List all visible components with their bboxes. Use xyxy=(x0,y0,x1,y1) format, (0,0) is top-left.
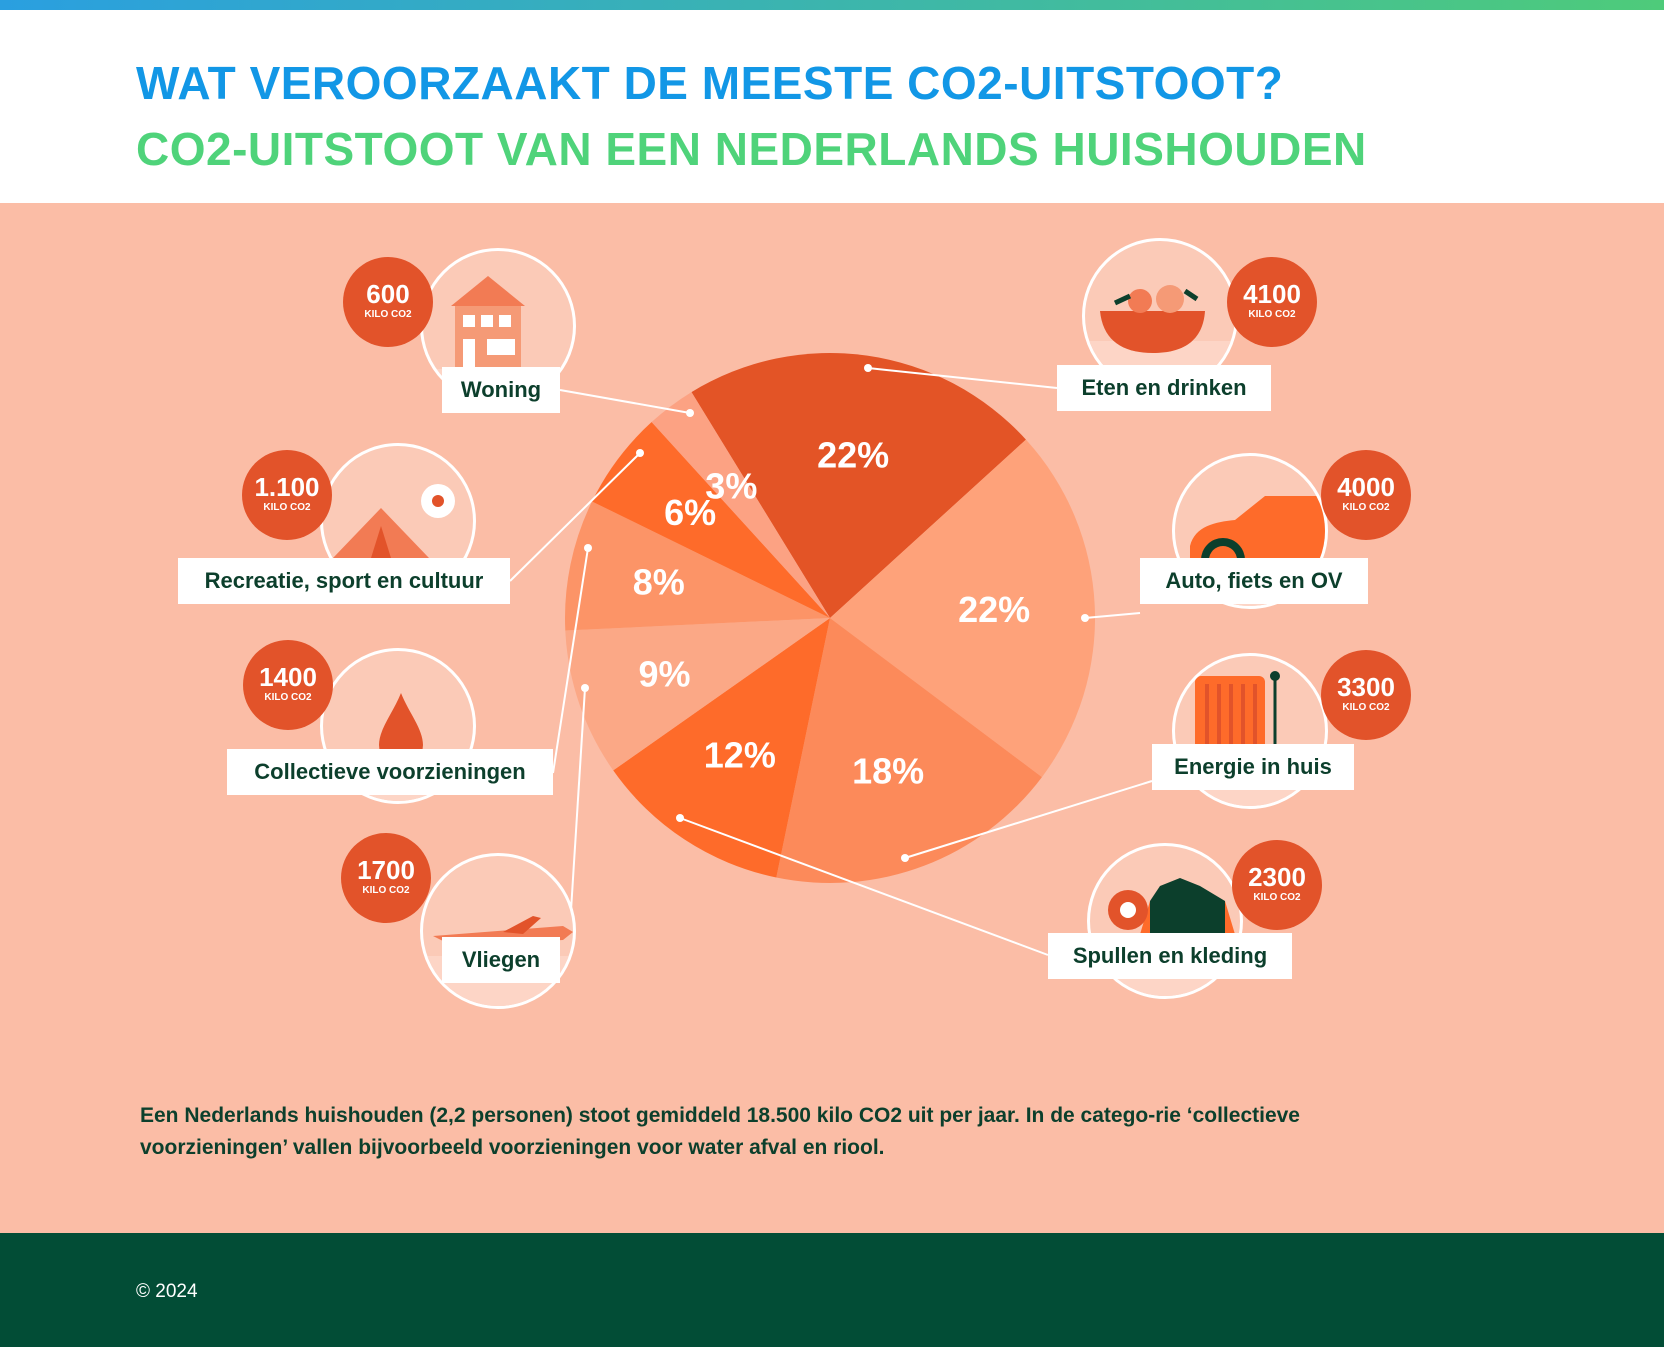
label-auto: Auto, fiets en OV xyxy=(1140,558,1368,604)
badge-auto: 4000 KILO CO2 xyxy=(1321,450,1411,540)
leader-dot-8 xyxy=(686,409,694,417)
leader-dot-4 xyxy=(676,814,684,822)
leader-dot-6 xyxy=(584,544,592,552)
copyright: © 2024 xyxy=(136,1281,198,1302)
pie-slice-4 xyxy=(613,618,830,878)
leader-line-7 xyxy=(509,452,641,582)
pie-label-2: 22% xyxy=(958,589,1030,630)
label-collectieve: Collectieve voorzieningen xyxy=(227,749,553,795)
leader-line-4 xyxy=(679,817,1049,956)
badge-woning: 600 KILO CO2 xyxy=(343,257,433,347)
badge-eten: 4100 KILO CO2 xyxy=(1227,257,1317,347)
label-eten: Eten en drinken xyxy=(1057,365,1271,411)
badge-recreatie: 1.100 KILO CO2 xyxy=(242,450,332,540)
pie-slice-1 xyxy=(691,353,1026,618)
infographic-area: 22% 22% 18% 12% 9% 8% 6% 3% xyxy=(0,203,1664,1233)
badge-energie: 3300 KILO CO2 xyxy=(1321,650,1411,740)
label-energie: Energie in huis xyxy=(1152,744,1354,790)
pie-label-7: 6% xyxy=(664,492,716,533)
leader-line-6 xyxy=(552,547,589,774)
label-spullen: Spullen en kleding xyxy=(1048,933,1292,979)
footnote: Een Nederlands huishouden (2,2 personen)… xyxy=(140,1104,1300,1159)
badge-spullen: 2300 KILO CO2 xyxy=(1232,840,1322,930)
pie-label-8: 3% xyxy=(705,466,757,507)
badge-vliegen: 1700 KILO CO2 xyxy=(341,833,431,923)
pie-label-3: 18% xyxy=(852,751,924,792)
leader-line-2 xyxy=(1084,612,1141,619)
label-woning: Woning xyxy=(442,367,560,413)
leader-line-1 xyxy=(867,367,1058,389)
leader-dot-5 xyxy=(581,684,589,692)
leader-dot-7 xyxy=(636,449,644,457)
top-gradient-bar xyxy=(0,0,1664,10)
pie-slice-5 xyxy=(565,618,830,771)
leader-dot-1 xyxy=(864,364,872,372)
page-subtitle: CO2-UITSTOOT VAN EEN NEDERLANDS HUISHOUD… xyxy=(136,123,1367,175)
footer: © 2024 xyxy=(0,1233,1664,1347)
pie-slice-6 xyxy=(564,501,830,631)
airplane-icon xyxy=(423,916,573,1006)
leader-line-3 xyxy=(904,780,1153,859)
header: WAT VEROORZAAKT DE MEESTE CO2-UITSTOOT? … xyxy=(0,10,1664,203)
flying-icon-circle xyxy=(420,853,576,1009)
pie-slice-7 xyxy=(591,422,830,618)
pie-label-1: 22% xyxy=(817,434,889,475)
pie-slice-3 xyxy=(776,618,1042,883)
page-title: WAT VEROORZAAKT DE MEESTE CO2-UITSTOOT? xyxy=(136,57,1284,109)
pie-label-5: 9% xyxy=(639,654,691,695)
leader-dot-3 xyxy=(901,854,909,862)
pie-chart: 22% 22% 18% 12% 9% 8% 6%3% xyxy=(509,353,1153,959)
label-vliegen: Vliegen xyxy=(442,937,560,983)
label-recreatie: Recreatie, sport en cultuur xyxy=(178,558,510,604)
pie-slice-8 xyxy=(651,392,830,618)
leader-line-8 xyxy=(559,389,691,414)
pie-slice-2 xyxy=(830,439,1095,778)
pie-label-6: 8% xyxy=(633,562,685,603)
pie-label-4: 12% xyxy=(704,734,776,775)
leader-dot-2 xyxy=(1081,614,1089,622)
badge-collectieve: 1400 KILO CO2 xyxy=(243,640,333,730)
